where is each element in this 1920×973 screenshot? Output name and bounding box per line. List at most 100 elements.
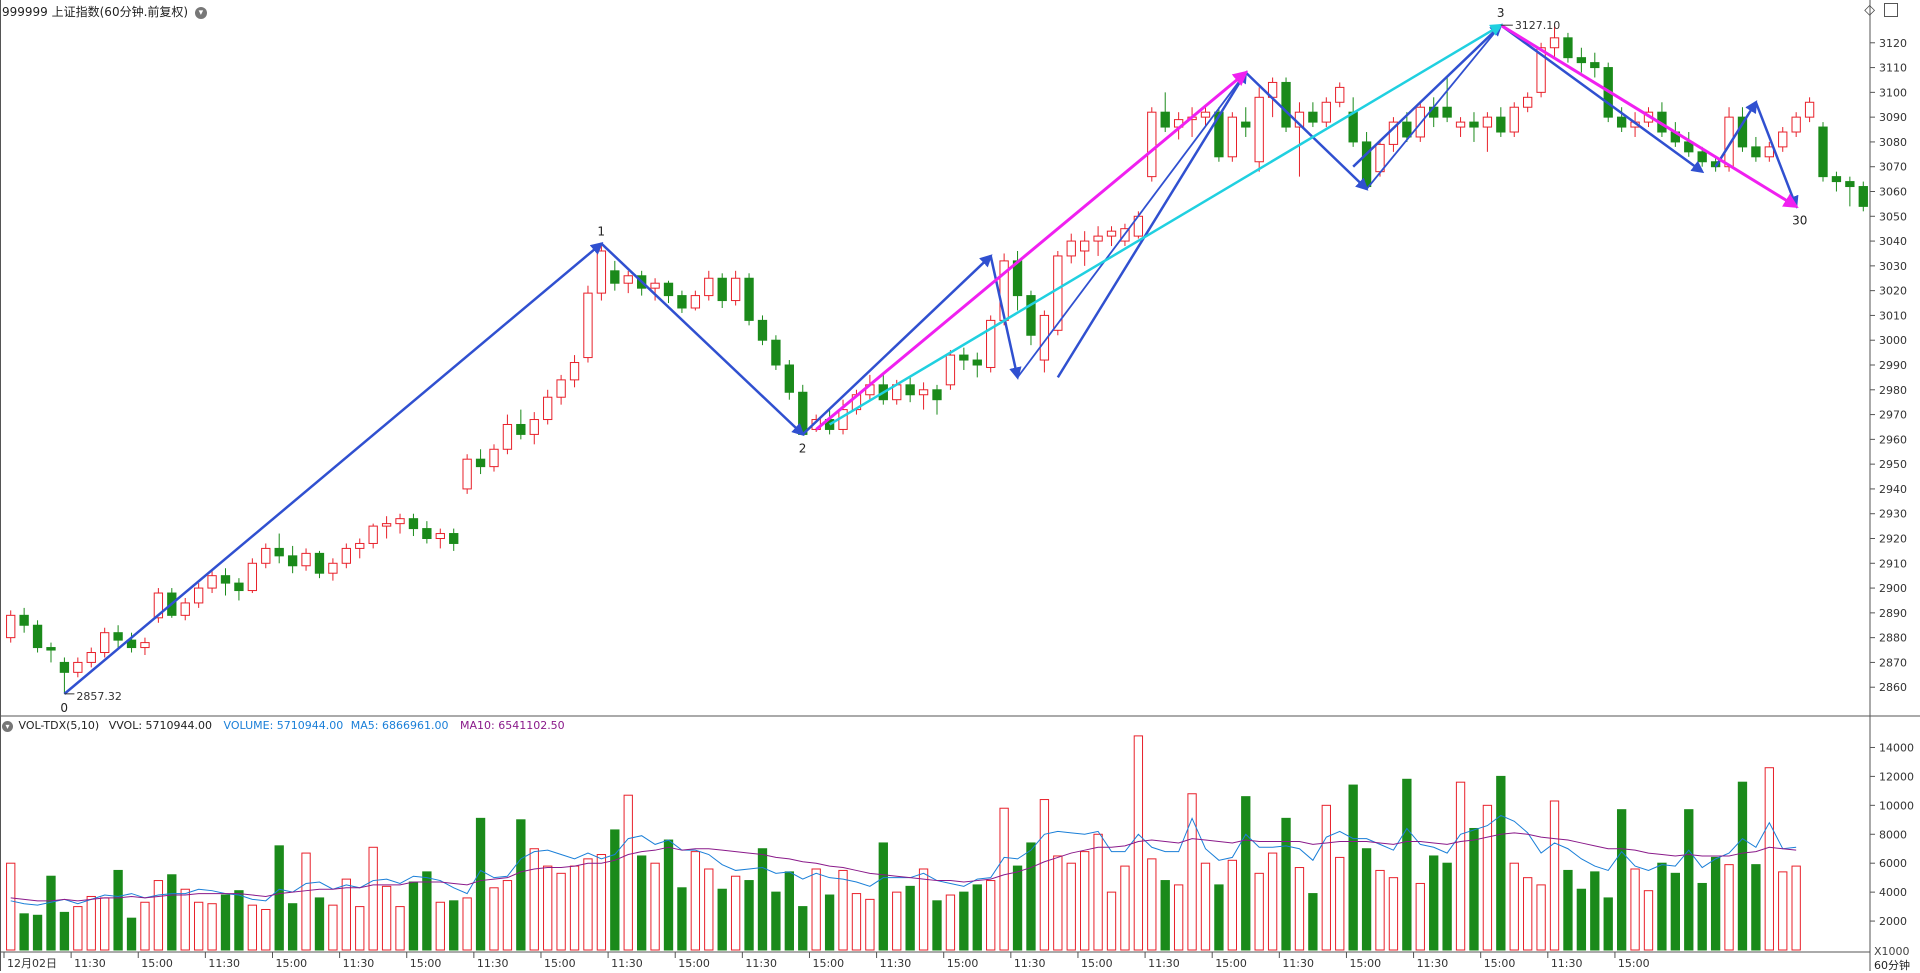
candle — [1429, 97, 1439, 128]
volume-bar — [1254, 872, 1264, 951]
candle-body — [328, 562, 338, 574]
period-button[interactable]: 60分钟 — [1872, 957, 1912, 973]
candle — [1791, 112, 1801, 137]
volume-bar — [543, 865, 553, 951]
candle-body — [502, 423, 513, 450]
candle-body — [1214, 111, 1224, 158]
candle-body — [1563, 37, 1573, 59]
candle — [314, 550, 325, 579]
candle — [381, 516, 392, 539]
candle-body — [422, 528, 432, 539]
trend-line — [1352, 23, 1503, 168]
chevron-down-icon[interactable]: ▾ — [2, 720, 13, 732]
price-tick-label: 3020 — [1879, 285, 1907, 298]
volume-chart — [6, 735, 1801, 951]
candle-body — [462, 458, 472, 490]
candle-body — [1254, 96, 1264, 163]
candle-body — [220, 575, 231, 584]
trend-line — [1056, 70, 1248, 379]
candle-body — [1469, 121, 1479, 128]
candle-body — [207, 575, 217, 589]
price-tick-label: 2940 — [1879, 483, 1907, 496]
volume-bar — [1751, 864, 1761, 951]
high-price-label: 3127.10 — [1515, 19, 1561, 32]
volume-bar — [1308, 893, 1318, 951]
candle — [623, 270, 633, 294]
time-tick-label: 11:30 — [1417, 957, 1449, 970]
trend-line — [1016, 71, 1247, 378]
volume-bar — [1227, 859, 1237, 951]
candle — [341, 543, 351, 569]
time-tick-label: 15:00 — [1215, 957, 1247, 970]
volume-bar — [1509, 862, 1519, 951]
time-tick-label: 15:00 — [812, 957, 844, 970]
chevron-down-icon[interactable]: ▾ — [194, 6, 207, 19]
candle-body — [730, 277, 741, 302]
candle — [610, 260, 620, 291]
candle — [1455, 117, 1466, 137]
volume-tick-label: 10000 — [1879, 799, 1914, 812]
candle-body — [355, 542, 365, 549]
candle-body — [489, 448, 499, 468]
candle — [918, 382, 929, 410]
candle — [690, 290, 701, 311]
candle-body — [368, 525, 378, 544]
volume-bar — [100, 897, 110, 951]
low-price-label: 2857.32 — [76, 690, 122, 703]
trend-line — [989, 255, 1022, 380]
volume-bar — [1684, 809, 1694, 951]
vol-indicator-name: VOL-TDX(5,10) — [18, 719, 100, 732]
price-tick-label: 2890 — [1879, 607, 1907, 620]
candle-body — [959, 354, 969, 361]
volume-tick-label: 12000 — [1879, 770, 1914, 783]
volume-bar — [234, 890, 244, 951]
price-tick-label: 2880 — [1879, 632, 1907, 645]
candle — [677, 290, 687, 313]
candle — [140, 637, 150, 655]
vvol-value: VVOL: 5710944.00 — [108, 719, 213, 732]
price-tick-label: 2970 — [1879, 409, 1907, 422]
volume-bar — [1012, 865, 1023, 951]
candle-body — [516, 423, 526, 435]
candle — [1160, 92, 1170, 133]
candle-body — [395, 518, 405, 525]
time-tick-label: 11:30 — [745, 957, 777, 970]
candle — [986, 315, 996, 373]
price-tick-label: 2960 — [1879, 433, 1907, 446]
time-tick-label: 11:30 — [208, 957, 240, 970]
volume-bar — [1536, 884, 1546, 951]
volume-bar — [704, 868, 714, 951]
volume-bar — [918, 868, 929, 951]
volume-bar — [301, 852, 311, 951]
candle — [945, 350, 956, 390]
candle — [355, 538, 365, 559]
candle-body — [301, 552, 311, 567]
candle-body — [1455, 121, 1466, 128]
candle — [1496, 107, 1506, 137]
trend-line — [1244, 71, 1369, 191]
candle-body — [1200, 111, 1211, 118]
volume-bar — [771, 891, 781, 951]
candle — [113, 625, 123, 648]
candle-body — [1831, 176, 1842, 183]
candle-body — [73, 661, 83, 673]
diamond-icon[interactable]: ◇ — [1864, 2, 1875, 18]
candle-body — [1496, 116, 1506, 133]
time-tick-label: 12月02日 — [7, 957, 57, 970]
candle — [1335, 82, 1345, 108]
ma5-value: MA5: 6866961.00 — [350, 719, 449, 732]
candle-body — [1858, 186, 1868, 207]
time-tick-label: 15:00 — [1484, 957, 1516, 970]
candle-body — [945, 354, 956, 386]
candle — [462, 454, 472, 494]
panel-toggle-icon[interactable] — [1884, 3, 1898, 17]
candle-body — [86, 652, 96, 663]
candle — [1348, 97, 1358, 147]
candle-body — [1845, 181, 1855, 188]
candle — [1053, 250, 1063, 336]
candle-body — [677, 295, 687, 309]
volume-bar — [1697, 882, 1707, 951]
candle — [959, 347, 969, 370]
time-tick-label: 15:00 — [544, 957, 576, 970]
